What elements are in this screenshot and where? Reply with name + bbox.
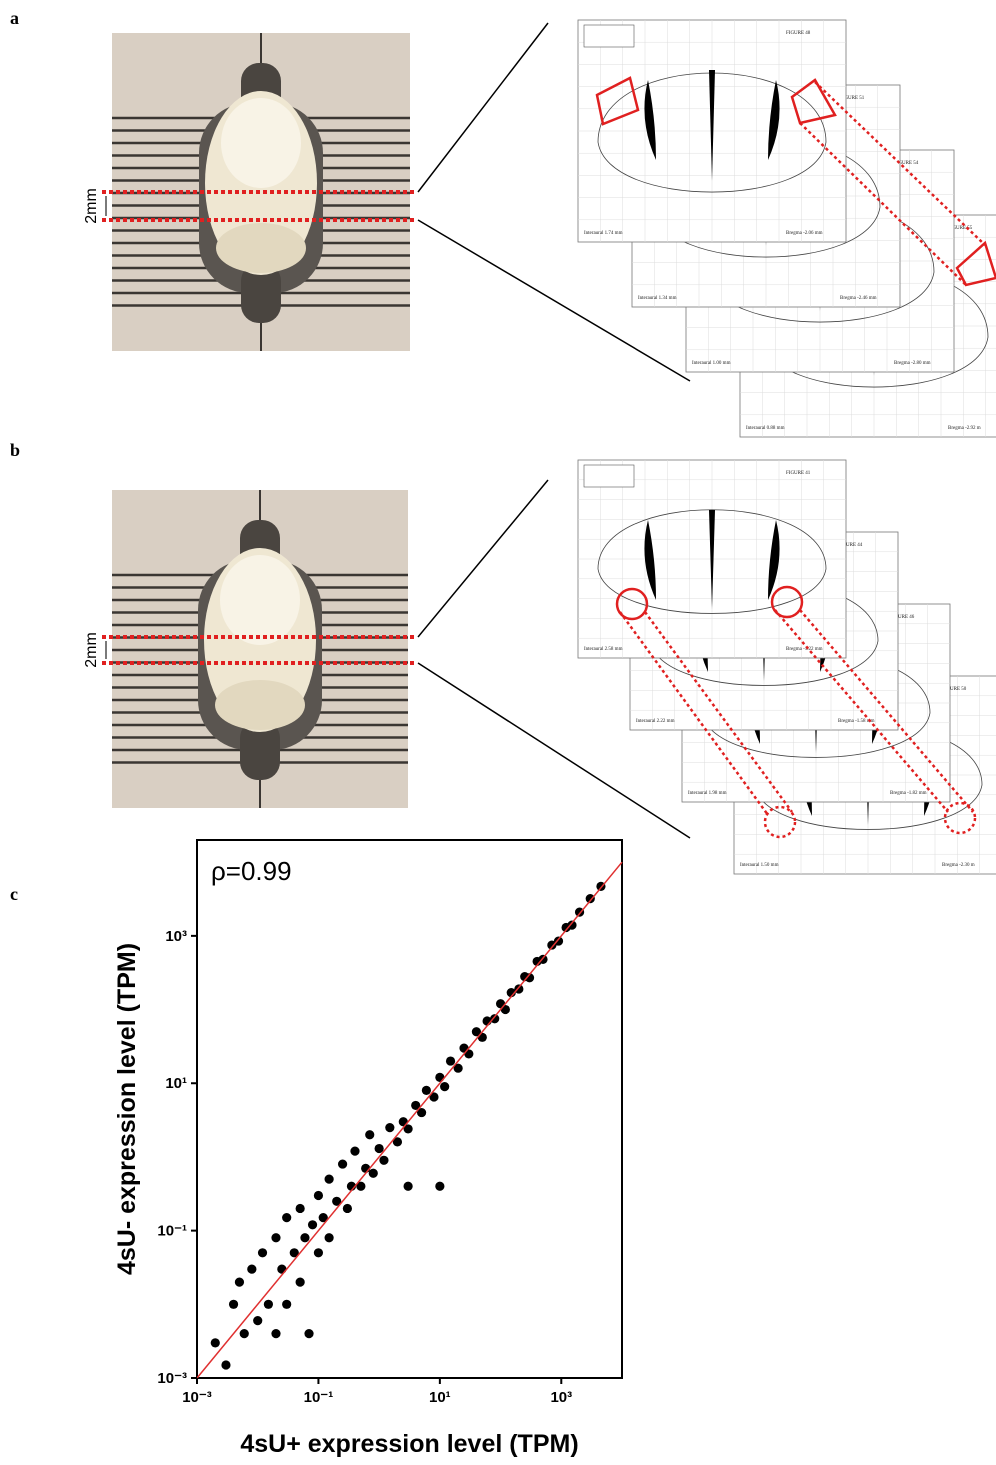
panel-label: c: [10, 884, 18, 904]
point: [338, 1159, 347, 1168]
point: [385, 1123, 394, 1132]
point: [501, 1005, 510, 1014]
point: [440, 1082, 449, 1091]
point: [258, 1248, 267, 1257]
point: [343, 1204, 352, 1213]
atlas-stack: FIGURE 55Interaural 0.88 mmBregma -2.92 …: [578, 20, 996, 437]
brain-highlight: [221, 98, 301, 188]
point: [277, 1265, 286, 1274]
point: [369, 1169, 378, 1178]
point: [253, 1316, 262, 1325]
figure-label: FIGURE 48: [786, 31, 811, 36]
point: [300, 1233, 309, 1242]
point: [211, 1338, 220, 1347]
inset: [584, 25, 634, 47]
annotation: ρ=0.99: [211, 856, 292, 886]
interaural-label: Interaural 1.74 mm: [584, 231, 623, 236]
point: [235, 1278, 244, 1287]
brain-highlight: [220, 555, 300, 645]
interaural-label: Interaural 2.58 mm: [584, 647, 623, 652]
point: [365, 1130, 374, 1139]
panel-label: a: [10, 8, 19, 28]
point: [404, 1182, 413, 1191]
bregma-label: Bregma -1.22 mm: [786, 647, 823, 652]
y-tick-label: 10³: [165, 928, 187, 945]
point: [446, 1056, 455, 1065]
point: [325, 1175, 334, 1184]
point: [350, 1147, 359, 1156]
x-axis-label: 4sU+ expression level (TPM): [240, 1430, 578, 1458]
point: [314, 1248, 323, 1257]
interaural-label: Interaural 1.50 mm: [740, 863, 779, 868]
point: [271, 1233, 280, 1242]
x-tick-label: 10¹: [429, 1389, 451, 1406]
cerebellum: [215, 680, 305, 730]
y-tick-label: 10⁻³: [157, 1370, 187, 1387]
point: [308, 1220, 317, 1229]
bregma-label: Bregma -2.92 m: [948, 426, 981, 431]
point: [435, 1182, 444, 1191]
figure: a b c 2mm 2mm FIGURE 55Interaural 0.88 mmB…: [0, 0, 996, 1465]
slice-label: 2mm: [83, 188, 100, 224]
bregma-label: Bregma -2.80 mm: [894, 361, 931, 366]
point: [221, 1360, 230, 1369]
x-tick-label: 10³: [550, 1389, 572, 1406]
point: [296, 1204, 305, 1213]
interaural-label: Interaural 2.22 mm: [636, 719, 675, 724]
figure-label: FIGURE 41: [786, 471, 811, 476]
point: [282, 1213, 291, 1222]
x-tick-label: 10⁻³: [182, 1389, 212, 1406]
x-tick-label: 10⁻¹: [304, 1389, 334, 1406]
point: [464, 1049, 473, 1058]
point: [271, 1329, 280, 1338]
point: [282, 1300, 291, 1309]
point: [478, 1033, 487, 1042]
point: [304, 1329, 313, 1338]
point: [422, 1086, 431, 1095]
atlas-sheet: FIGURE 41 Interaural 2.58 mm Bregma -1.22 …: [578, 460, 846, 658]
y-tick-label: 10¹: [165, 1075, 187, 1092]
point: [247, 1265, 256, 1274]
interaural-label: Interaural 0.88 mm: [746, 426, 785, 431]
point: [264, 1300, 273, 1309]
panel-label: b: [10, 440, 20, 460]
point: [325, 1233, 334, 1242]
atlas-sheet: FIGURE 48 Interaural 1.74 mm Bregma -2.06 …: [578, 20, 846, 242]
page: a b c 2mm 2mm FIGURE 55Interaural 0.88 mmB…: [0, 0, 996, 1465]
plot-area: [197, 840, 622, 1378]
connector: [418, 480, 548, 637]
point: [375, 1144, 384, 1153]
interaural-label: Interaural 1.98 mm: [688, 791, 727, 796]
point: [296, 1278, 305, 1287]
bregma-label: Bregma -2.46 mm: [840, 296, 877, 301]
point: [229, 1300, 238, 1309]
bregma-label: Bregma -2.30 m: [942, 863, 975, 868]
inset: [584, 465, 634, 487]
bregma-label: Bregma -2.06 mm: [786, 231, 823, 236]
scatter-plot: 10⁻³ 10⁻¹ 10¹ 10³ 10⁻³ 10⁻¹ 10¹ 10³ 4sU+ express…: [113, 840, 622, 1458]
cerebellum: [216, 223, 306, 273]
point: [435, 1073, 444, 1082]
connector: [418, 23, 548, 192]
slice-label: 2mm: [83, 632, 100, 668]
point: [379, 1156, 388, 1165]
bregma-label: Bregma -1.82 mm: [890, 791, 927, 796]
y-axis-label: 4sU- expression level (TPM): [113, 943, 141, 1275]
y-tick-label: 10⁻¹: [157, 1223, 187, 1240]
interaural-label: Interaural 1.00 mm: [692, 361, 731, 366]
point: [240, 1329, 249, 1338]
interaural-label: Interaural 1.34 mm: [638, 296, 677, 301]
point: [314, 1191, 323, 1200]
